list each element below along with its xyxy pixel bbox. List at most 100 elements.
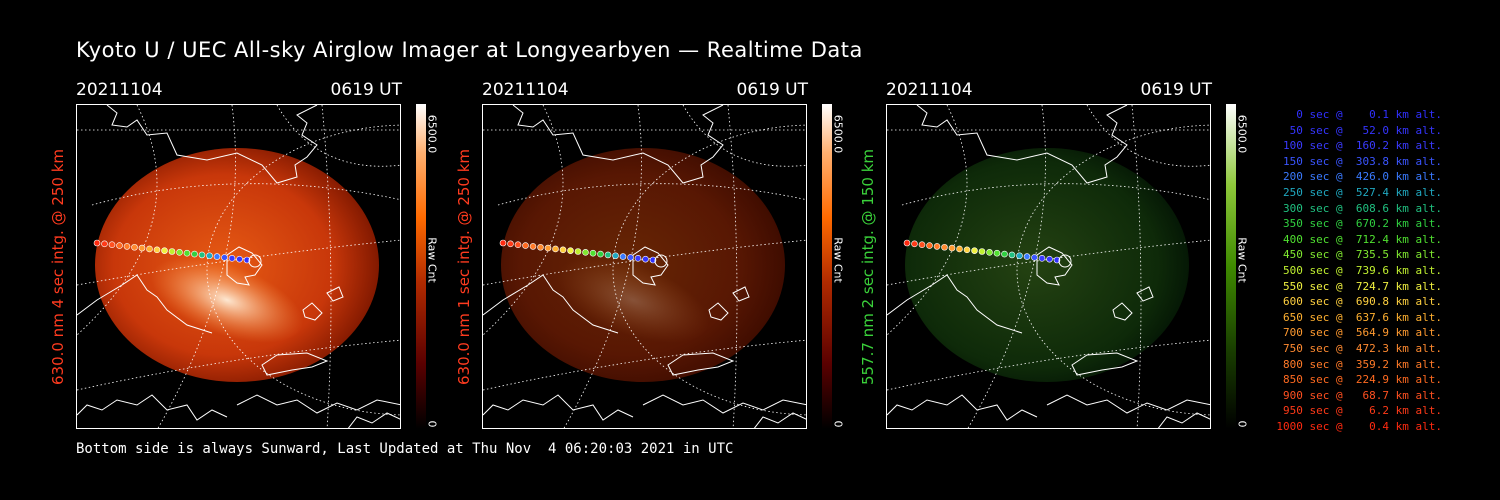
legend-entry: 0 sec @ 0.1 km alt. xyxy=(1276,108,1442,121)
trajectory-point xyxy=(971,247,978,254)
coastline xyxy=(1112,302,1133,321)
legend-entry: 50 sec @ 52.0 km alt. xyxy=(1276,123,1442,137)
trajectory-point xyxy=(604,251,612,259)
trajectory-point xyxy=(986,249,993,256)
coastline xyxy=(77,274,213,334)
legend-entry: 400 sec @ 712.4 km alt. xyxy=(1276,232,1442,246)
airglow-disk xyxy=(501,148,785,382)
trajectory-point xyxy=(926,242,933,249)
legend-entry: 250 sec @ 527.4 km alt. xyxy=(1276,185,1442,199)
colorbar-unit-label: Raw Cnt xyxy=(1235,237,1249,283)
legend-entry: 1000 sec @ 0.4 km alt. xyxy=(1276,419,1442,433)
legend-entry: 650 sec @ 637.6 km alt. xyxy=(1276,310,1442,324)
legend-entry: 350 sec @ 670.2 km alt. xyxy=(1276,217,1442,231)
allsky-image xyxy=(886,104,1211,429)
trajectory-point xyxy=(243,256,251,264)
legend-entry: 550 sec @ 724.7 km alt. xyxy=(1276,279,1442,293)
coastline xyxy=(632,246,669,286)
grid-line xyxy=(77,339,400,391)
trajectory-point xyxy=(1023,253,1031,260)
panel-ylabel: 630.0 nm 1 sec intg. @ 250 km xyxy=(455,148,473,385)
trajectory-point xyxy=(146,245,153,253)
allsky-image xyxy=(482,104,807,429)
colorbar-min-label: 0 xyxy=(831,420,845,428)
colorbar xyxy=(822,104,832,429)
trajectory-point xyxy=(978,248,986,255)
trajectory-point xyxy=(206,252,213,260)
grid-line xyxy=(887,105,968,336)
coastline xyxy=(753,412,806,428)
trajectory-point xyxy=(236,255,243,263)
coastline xyxy=(483,274,619,334)
trajectory-point xyxy=(183,249,191,257)
coastline xyxy=(512,105,724,184)
legend-entry: 150 sec @ 303.8 km alt. xyxy=(1276,154,1442,168)
trajectory-point xyxy=(941,243,948,251)
panel-time: 0619 UT xyxy=(1140,80,1213,100)
grid-line xyxy=(887,339,1210,391)
trajectory-point xyxy=(522,242,529,249)
image-panel-3: 20211104 0619 UT 557.7 nm 2 sec intg. @ … xyxy=(859,80,1286,440)
trajectory-point xyxy=(537,243,544,251)
legend-entry: 300 sec @ 608.6 km alt. xyxy=(1276,201,1442,215)
trajectory-point xyxy=(131,243,138,251)
grid-line xyxy=(77,105,158,336)
trajectory-point xyxy=(93,239,101,247)
legend-entry: 100 sec @ 160.2 km alt. xyxy=(1276,139,1442,153)
legend-entry: 950 sec @ 6.2 km alt. xyxy=(1276,404,1442,418)
airglow-disk xyxy=(95,148,379,382)
panel-ylabel: 630.0 nm 4 sec intg. @ 250 km xyxy=(49,148,67,385)
coastline xyxy=(667,352,735,376)
trajectory-point xyxy=(1046,255,1053,263)
trajectory-point xyxy=(993,249,1001,257)
coastline xyxy=(1036,246,1073,286)
legend-entry: 900 sec @ 68.7 km alt. xyxy=(1276,388,1442,402)
trajectory-point xyxy=(903,239,911,247)
coastline xyxy=(326,286,344,302)
trajectory-point xyxy=(168,248,176,255)
coastline xyxy=(236,394,400,414)
page-title: Kyoto U / UEC All-sky Airglow Imager at … xyxy=(76,38,863,62)
panel-time: 0619 UT xyxy=(330,80,403,100)
trajectory-point xyxy=(138,244,146,252)
trajectory-point xyxy=(567,247,574,254)
trajectory-point xyxy=(559,246,567,254)
coastline xyxy=(77,394,228,421)
trajectory-point xyxy=(1053,256,1061,264)
trajectory-point xyxy=(918,241,926,248)
trajectory-point xyxy=(221,254,228,261)
legend-entry: 500 sec @ 739.6 km alt. xyxy=(1276,263,1442,277)
coastline xyxy=(887,394,1038,421)
coastline xyxy=(483,394,634,421)
panel-date: 20211104 xyxy=(886,80,973,100)
grid-line xyxy=(206,124,400,416)
legend-entry: 850 sec @ 224.9 km alt. xyxy=(1276,373,1442,387)
trajectory-point xyxy=(1008,251,1016,259)
trajectory-point xyxy=(101,240,108,248)
aurora-patch xyxy=(556,257,710,343)
legend-entry: 750 sec @ 472.3 km alt. xyxy=(1276,341,1442,355)
station-marker xyxy=(654,254,668,268)
trajectory-point xyxy=(619,253,627,260)
trajectory-point xyxy=(1016,252,1023,260)
grid-line xyxy=(483,239,806,286)
image-panel-2: 20211104 0619 UT 630.0 nm 1 sec intg. @ … xyxy=(455,80,882,440)
trajectory-point xyxy=(116,242,123,249)
trajectory-point xyxy=(176,249,183,256)
coastline xyxy=(732,286,750,302)
trajectory-point xyxy=(627,254,634,261)
panel-date: 20211104 xyxy=(76,80,163,100)
trajectory-point xyxy=(153,246,161,254)
legend-entry: 700 sec @ 564.9 km alt. xyxy=(1276,326,1442,340)
grid-line xyxy=(612,124,806,416)
coastline xyxy=(226,246,263,286)
aurora-patch xyxy=(150,257,304,343)
trajectory-point xyxy=(191,250,198,258)
trajectory-point xyxy=(228,255,236,262)
colorbar xyxy=(1226,104,1236,429)
trajectory-point xyxy=(1001,250,1008,258)
coastline xyxy=(106,105,318,184)
trajectory-point xyxy=(507,240,514,248)
coastline xyxy=(887,274,1023,334)
grid-line xyxy=(682,105,806,167)
